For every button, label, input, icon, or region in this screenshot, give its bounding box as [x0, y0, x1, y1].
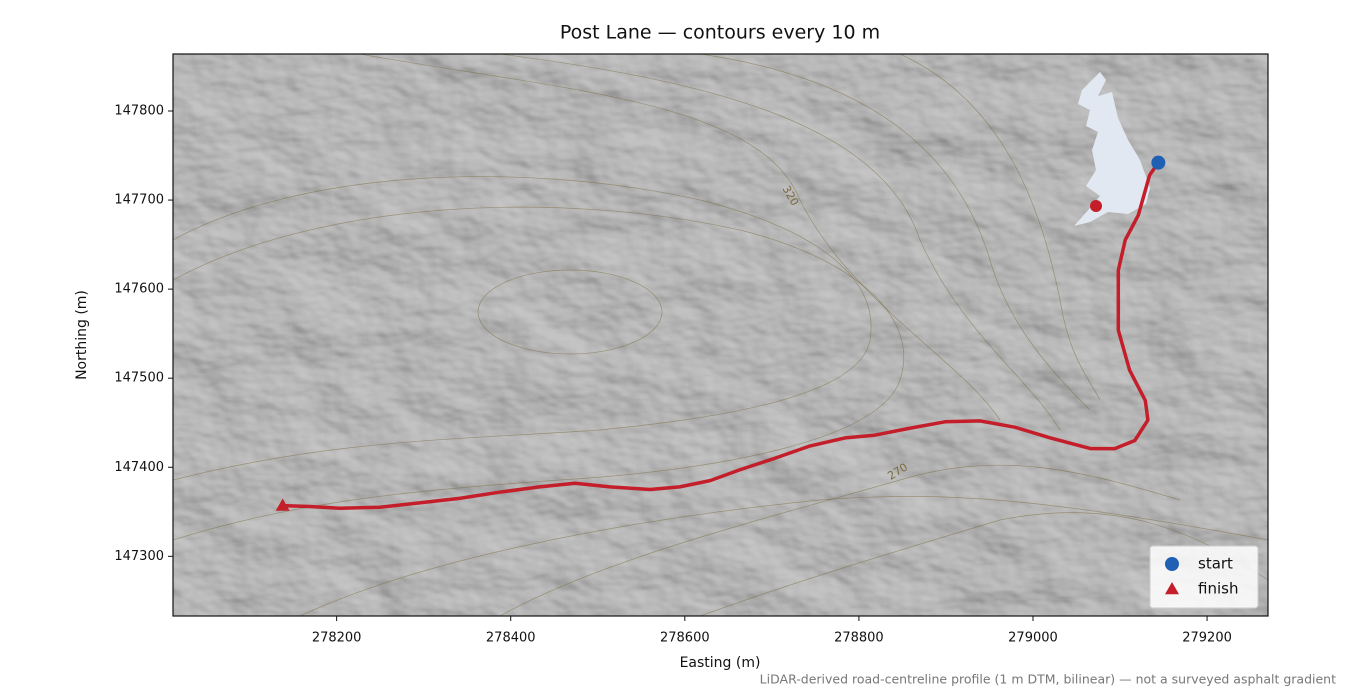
x-tick-label: 278200	[312, 631, 362, 646]
hillshade	[173, 54, 1268, 616]
route-line	[282, 161, 1160, 510]
inset-location	[1090, 200, 1102, 212]
marker	[275, 498, 290, 511]
legend-label: start	[1198, 555, 1233, 573]
x-tick-label: 279000	[1008, 631, 1058, 646]
x-tick-label: 278400	[486, 631, 536, 646]
y-axis-label: Northing (m)	[74, 290, 90, 380]
legend-label: finish	[1198, 580, 1238, 598]
plot-frame	[172, 53, 1269, 617]
legend-swatch	[1165, 557, 1179, 571]
x-tick-label: 278800	[834, 631, 884, 646]
x-tick-label: 279200	[1182, 631, 1232, 646]
marker	[1151, 155, 1166, 170]
legend: start finish	[1149, 545, 1259, 609]
inset-map	[1074, 72, 1150, 226]
footnote: LiDAR-derived road-centreline profile (1…	[760, 672, 1336, 687]
x-tick-label: 278600	[660, 631, 710, 646]
y-tick-label: 147600	[114, 282, 164, 297]
legend-swatch	[1165, 582, 1179, 595]
chart-title: Post Lane — contours every 10 m	[560, 22, 880, 44]
y-tick-label: 147400	[114, 460, 164, 475]
y-tick-label: 147800	[114, 104, 164, 119]
y-tick-label: 147700	[114, 193, 164, 208]
y-tick-label: 147300	[114, 549, 164, 564]
y-tick-label: 147500	[114, 371, 164, 386]
x-axis-label: Easting (m)	[680, 655, 761, 671]
